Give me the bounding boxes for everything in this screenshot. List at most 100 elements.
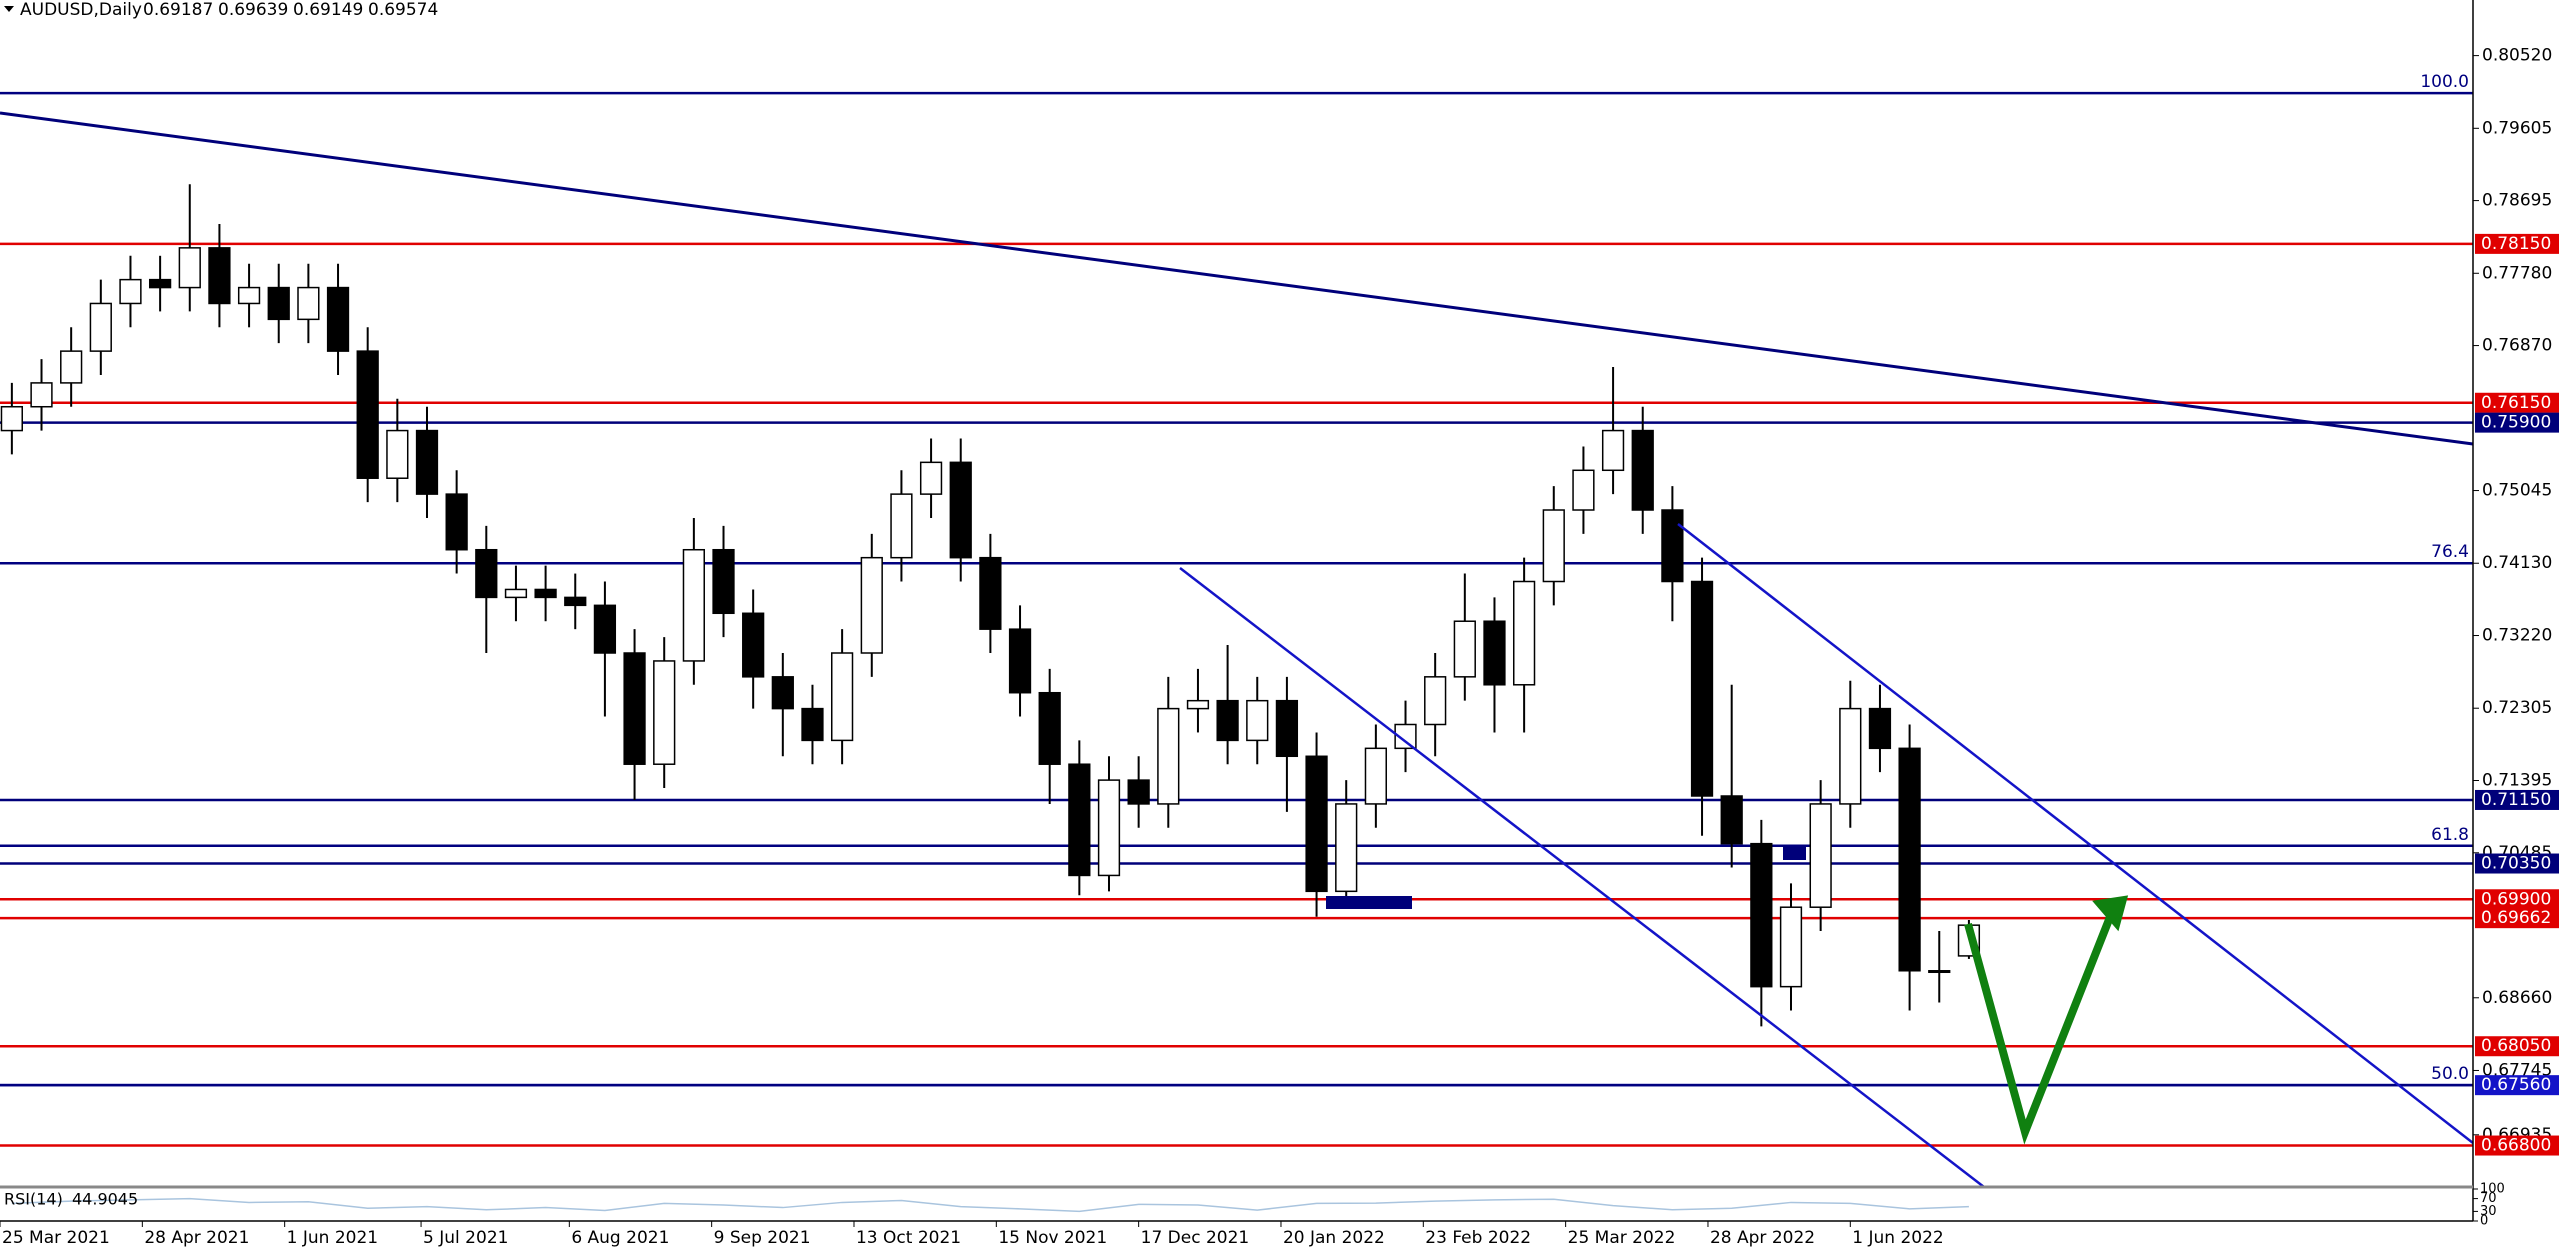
x-tick-label: 28 Apr 2021 <box>144 1228 249 1248</box>
candle-body <box>1364 747 1387 805</box>
fib-label: 76.4 <box>2431 542 2469 562</box>
candle-body <box>771 676 794 710</box>
candle-body <box>890 493 913 559</box>
channel-line <box>1677 523 2474 1144</box>
forecast-arrow <box>1964 910 2116 1145</box>
x-tick-label: 1 Jun 2021 <box>287 1228 378 1248</box>
candle-body <box>623 652 646 765</box>
trendline <box>0 111 2474 446</box>
fib-label: 100.0 <box>2420 72 2469 92</box>
candle-body <box>1779 906 1803 988</box>
candle-body <box>1097 779 1121 877</box>
y-tick-label: 0.75045 <box>2482 481 2552 501</box>
candle-body <box>1157 707 1180 805</box>
candle-body <box>830 652 854 742</box>
candle-body <box>237 286 261 305</box>
candle-body <box>682 548 705 662</box>
candle-body <box>1809 803 1832 908</box>
candle-body <box>742 612 765 678</box>
candle-body <box>1661 509 1684 583</box>
symbol: AUDUSD,Daily <box>20 0 142 20</box>
candle-body <box>148 278 172 289</box>
x-tick-label: 13 Oct 2021 <box>856 1228 961 1248</box>
candle-body <box>1898 747 1921 972</box>
candle-body <box>0 405 23 432</box>
levels: 100.0 76.4 61.8 50.0 <box>0 72 2473 1147</box>
candle-body <box>1216 699 1239 742</box>
candle-body <box>208 247 231 305</box>
level-label: 0.69662 <box>2481 908 2551 928</box>
candle-body <box>60 350 83 384</box>
fib-label: 61.8 <box>2431 825 2469 845</box>
candle-body <box>1720 795 1743 845</box>
level-label: 0.67560 <box>2481 1075 2551 1095</box>
candle-body <box>1631 429 1654 511</box>
candle-body <box>860 556 883 654</box>
candle-body <box>475 548 498 599</box>
candle-body <box>119 278 142 305</box>
level-box <box>2475 233 2559 254</box>
rsi-tick-label: 100 <box>2480 1182 2505 1197</box>
rsi-tick-label: 70 <box>2480 1191 2497 1206</box>
candle-body <box>1275 699 1299 758</box>
rsi-name: RSI(14) <box>4 1190 63 1209</box>
candle-body <box>1601 429 1625 472</box>
candle-body <box>564 596 587 607</box>
x-tick-label: 25 Mar 2022 <box>1568 1228 1676 1248</box>
candle-body <box>949 461 972 559</box>
candle-body <box>89 302 112 352</box>
candle-body <box>1483 620 1506 686</box>
candle-body <box>1542 509 1565 583</box>
candle-body <box>504 588 528 599</box>
y-tick-label: 0.79605 <box>2482 118 2552 138</box>
rsi-tick-label: 0 <box>2480 1214 2488 1229</box>
y-tick-label: 0.72305 <box>2482 698 2552 718</box>
open-value: 0.69187 <box>143 0 213 20</box>
x-tick-label: 9 Sep 2021 <box>714 1228 811 1248</box>
level-label: 0.69900 <box>2481 889 2551 909</box>
x-tick-label: 1 Jun 2022 <box>1852 1228 1943 1248</box>
level-label: 0.78150 <box>2481 234 2551 254</box>
candle-body <box>712 548 735 615</box>
candle-body <box>1186 699 1210 710</box>
level-box <box>2475 1075 2559 1096</box>
level-box <box>2475 853 2559 874</box>
candle-body <box>326 286 350 352</box>
candle-body <box>1928 970 1951 974</box>
candle-body <box>445 493 468 551</box>
candle-body <box>593 604 617 654</box>
y-tick-label: 0.68660 <box>2482 988 2552 1008</box>
y-tick-label: 0.80520 <box>2482 46 2552 66</box>
level-label: 0.66800 <box>2481 1136 2551 1156</box>
candle-body <box>919 461 943 495</box>
y-tick-label: 0.73220 <box>2482 626 2552 646</box>
rsi-value: 44.9045 <box>72 1190 138 1209</box>
candle-body <box>415 429 439 495</box>
candle-body <box>386 429 409 479</box>
y-tick-label: 0.74130 <box>2482 553 2552 573</box>
menu-arrow <box>4 6 14 12</box>
candle-body <box>1038 691 1061 765</box>
candle-body <box>30 382 53 408</box>
channel-line <box>1179 567 1985 1188</box>
y-tick-label: 0.71395 <box>2482 771 2552 791</box>
candle-body <box>267 286 290 321</box>
candle-body <box>801 707 824 742</box>
fib-label: 50.0 <box>2431 1064 2469 1084</box>
level-label: 0.71150 <box>2481 790 2551 810</box>
candle-body <box>1008 628 1032 694</box>
level-box <box>2475 1036 2559 1057</box>
candle-body <box>1839 707 1862 805</box>
level-box <box>2475 789 2559 810</box>
level-box <box>2475 1135 2559 1156</box>
arrow-head <box>2092 895 2129 932</box>
candle-body <box>653 660 676 765</box>
level-label: 0.75900 <box>2481 413 2551 433</box>
candle-body <box>356 350 379 479</box>
high-value: 0.69639 <box>218 0 288 20</box>
rsi-line <box>11 1197 1969 1213</box>
